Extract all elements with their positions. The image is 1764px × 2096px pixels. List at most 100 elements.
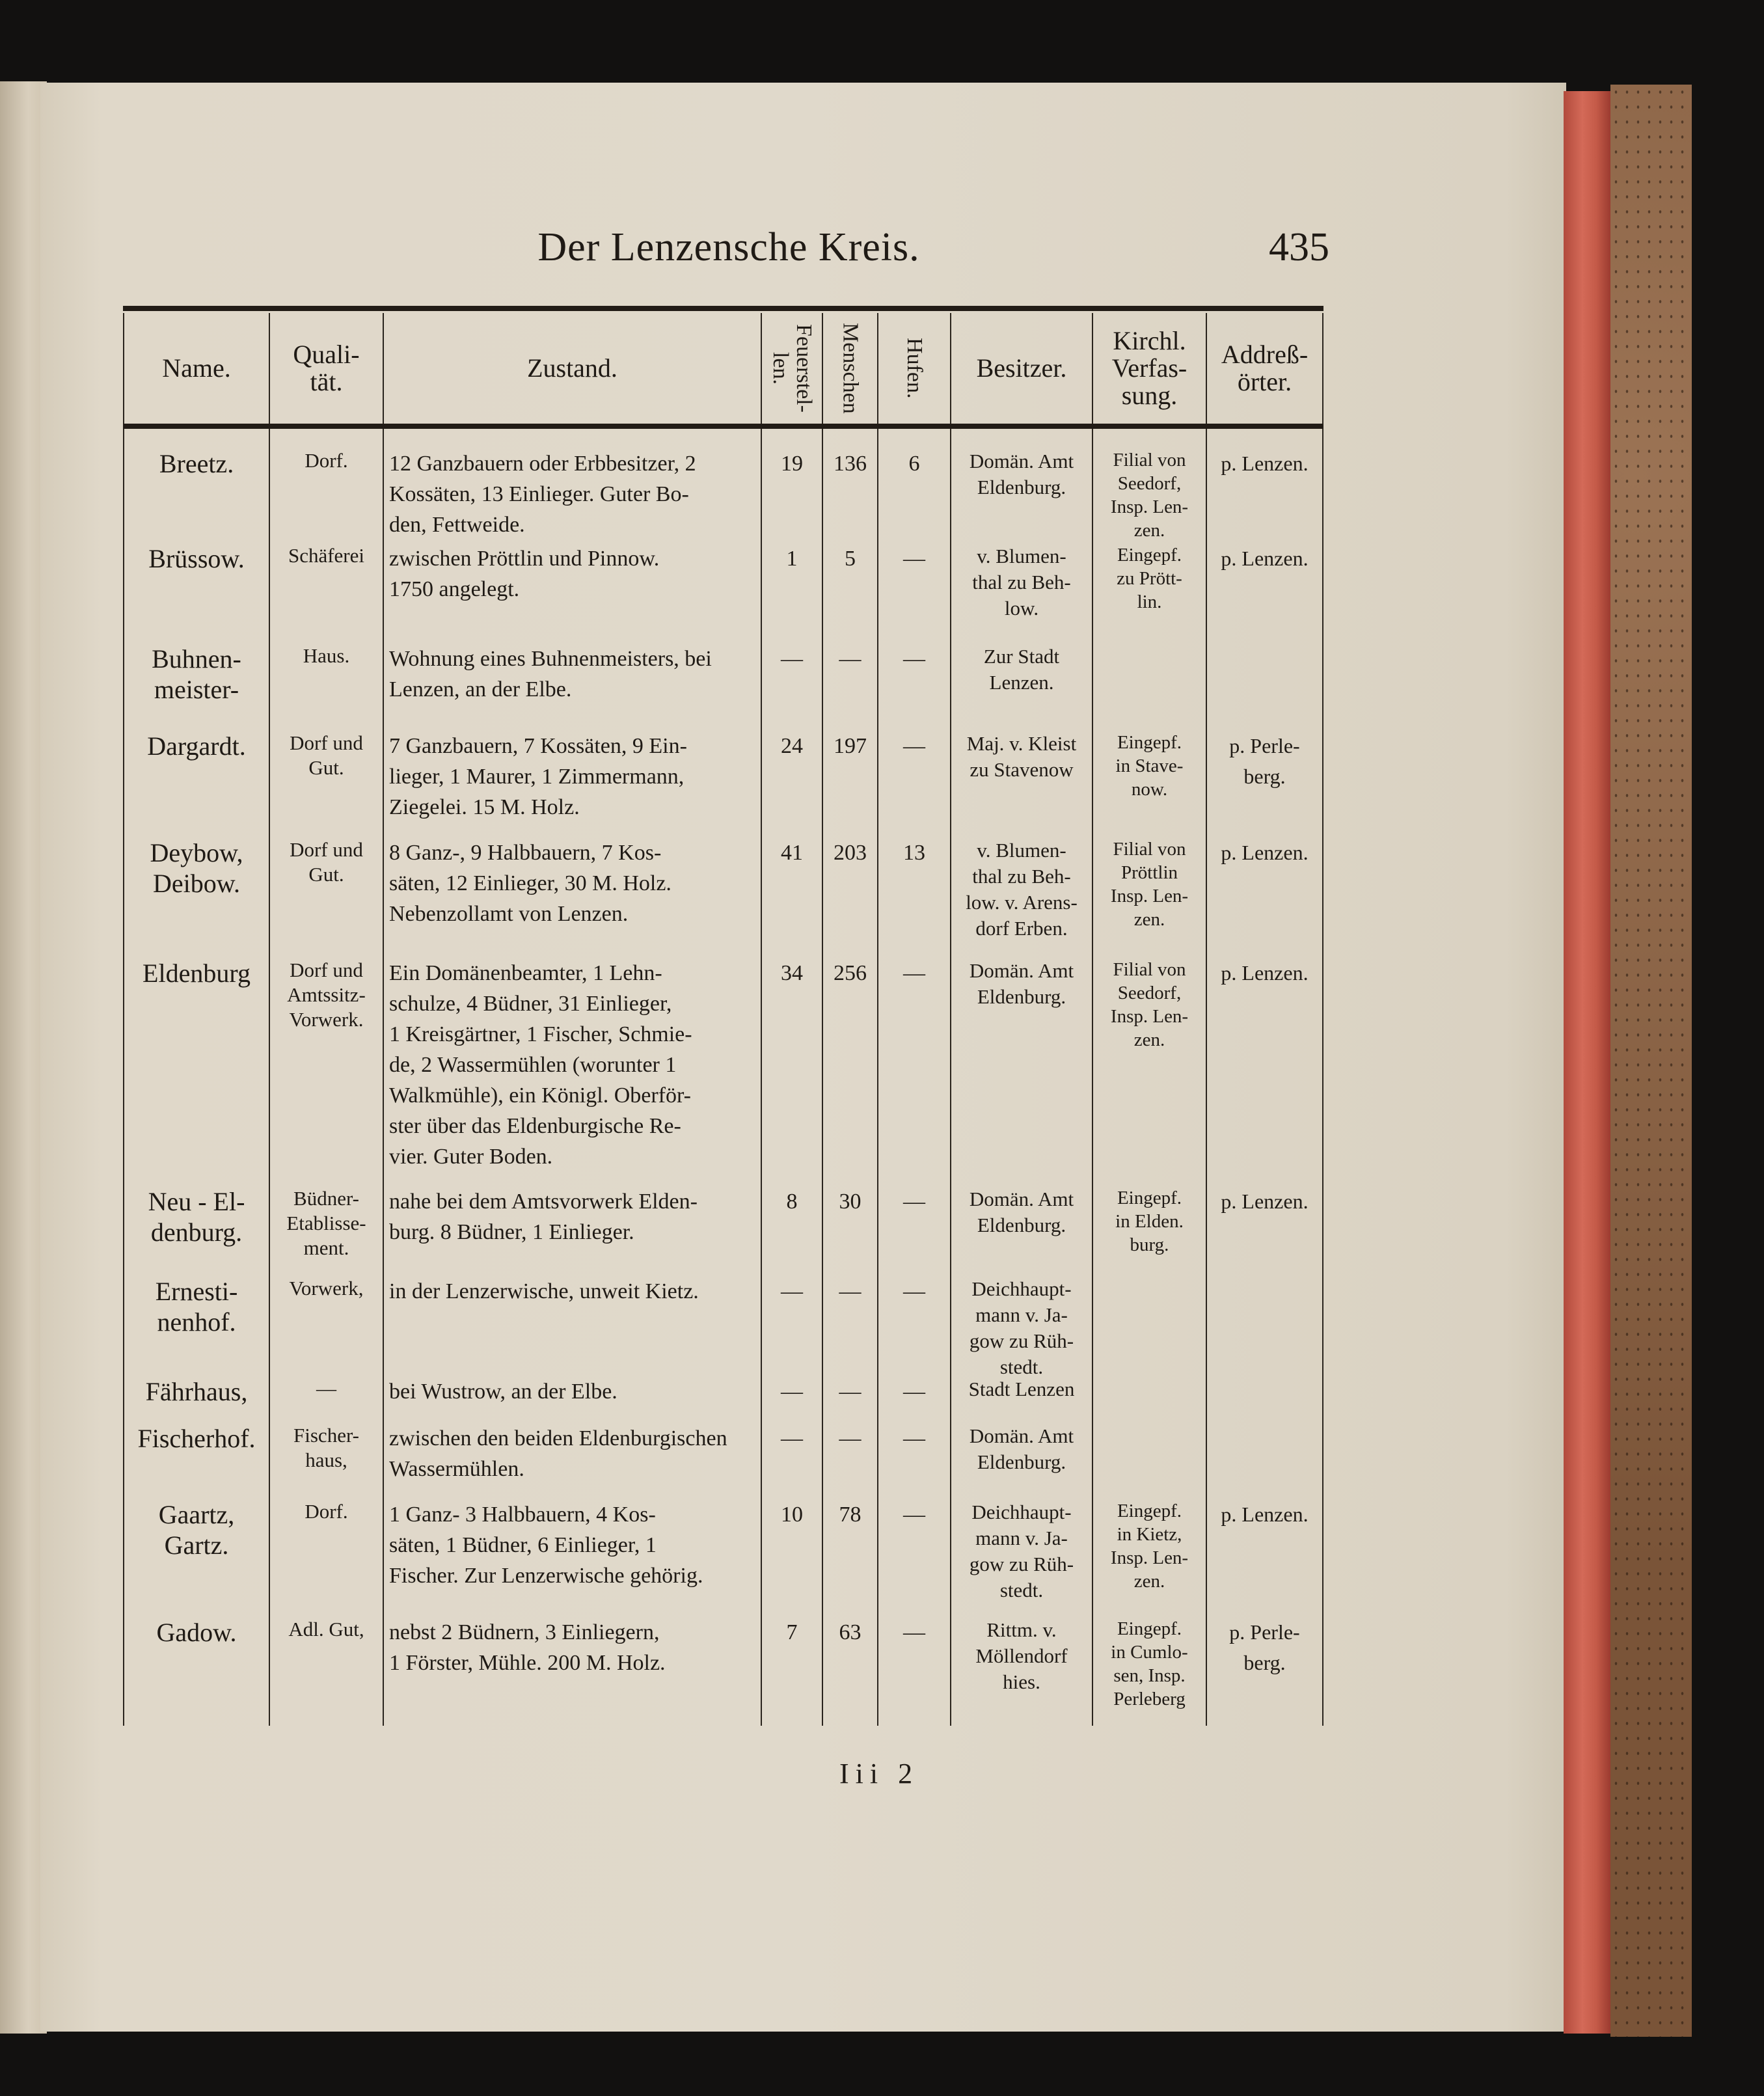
cell-name: Brüssow. — [123, 532, 270, 632]
cell-qualitaet: Büdner- Etablisse- ment. — [270, 1175, 384, 1264]
cell-name: Gadow. — [123, 1605, 270, 1726]
cell-name: Fischerhof. — [123, 1411, 270, 1488]
cell-kirchl-verfassung: Filial von Seedorf, Insp. Len- zen. — [1093, 429, 1207, 541]
cell-hufen: — — [878, 1365, 951, 1411]
cell-name: Buhnen- meister- — [123, 632, 270, 719]
book-cover-edge — [1610, 85, 1692, 2037]
cell-hufen: 13 — [878, 826, 951, 946]
cell-qualitaet: Haus. — [270, 632, 384, 719]
cell-hufen: — — [878, 1264, 951, 1365]
cell-kirchl-verfassung: Filial von Seedorf, Insp. Len- zen. — [1093, 946, 1207, 1175]
cell-menschen: 30 — [823, 1175, 878, 1264]
cell-feuerstellen: — — [762, 1411, 823, 1488]
cell-kirchl-verfassung: Eingepf. in Cumlo- sen, Insp. Perleberg — [1093, 1605, 1207, 1726]
cell-addressorter: p. Lenzen. — [1207, 1175, 1323, 1264]
cell-menschen: 5 — [823, 532, 878, 632]
table-row: Buhnen- meister- Haus. Wohnung eines Buhne… — [123, 632, 1323, 719]
cell-qualitaet: Dorf und Gut. — [270, 826, 384, 946]
cell-kirchl-verfassung: Filial von Pröttlin Insp. Len- zen. — [1093, 826, 1207, 946]
cell-addressorter — [1207, 1365, 1323, 1411]
header-qualitaet: Quali- tät. — [270, 313, 384, 424]
cell-feuerstellen: 34 — [762, 946, 823, 1175]
cell-feuerstellen: 1 — [762, 532, 823, 632]
printer-signature: Iii 2 — [839, 1758, 919, 1790]
cell-kirchl-verfassung — [1093, 1411, 1207, 1488]
cell-zustand: 12 Ganzbauern oder Erbbesitzer, 2 Kossät… — [384, 429, 762, 537]
cell-feuerstellen: 24 — [762, 719, 823, 826]
cell-menschen: 197 — [823, 719, 878, 826]
cell-zustand: 8 Ganz-, 9 Halbbauern, 7 Kos- säten, 12 … — [384, 826, 762, 946]
table-row: Brüssow. Schäferei zwischen Pröttlin und P… — [123, 532, 1323, 632]
cell-menschen: — — [823, 1264, 878, 1365]
cell-addressorter: p. Lenzen. — [1207, 1488, 1323, 1605]
cell-qualitaet: Adl. Gut, — [270, 1605, 384, 1726]
header-label: Menschen — [838, 323, 863, 414]
cell-hufen: — — [878, 946, 951, 1175]
cell-kirchl-verfassung: Eingepf. in Elden. burg. — [1093, 1175, 1207, 1264]
cell-menschen: 203 — [823, 826, 878, 946]
page-number: 435 — [1269, 225, 1329, 269]
cell-zustand: zwischen Pröttlin und Pinnow. 1750 angel… — [384, 532, 762, 632]
cell-kirchl-verfassung: Eingepf. in Stave- now. — [1093, 719, 1207, 826]
header-label: Kirchl. Verfas- sung. — [1111, 326, 1187, 410]
table-row: Breetz. Dorf. 12 Ganzbauern oder Erbbesitz… — [123, 429, 1323, 541]
cell-zustand: nahe bei dem Amtsvorwerk Elden- burg. 8 … — [384, 1175, 762, 1264]
header-label: Besitzer. — [976, 353, 1067, 383]
book-page — [40, 83, 1566, 2032]
cell-hufen: 6 — [878, 429, 951, 532]
cell-besitzer: v. Blumen- thal zu Beh- low. — [951, 532, 1093, 632]
cell-feuerstellen: 7 — [762, 1605, 823, 1726]
cell-feuerstellen: 10 — [762, 1488, 823, 1605]
cell-addressorter — [1207, 1264, 1323, 1365]
cell-feuerstellen: 41 — [762, 826, 823, 946]
table-row: Gaartz, Gartz. Dorf. 1 Ganz- 3 Halbbauern,… — [123, 1488, 1323, 1605]
cell-addressorter: p. Lenzen. — [1207, 826, 1323, 946]
header-bottom-rule — [123, 424, 1323, 429]
cell-hufen: — — [878, 1488, 951, 1605]
cell-besitzer: Maj. v. Kleist zu Stavenow — [951, 719, 1093, 826]
table-row: Fährhaus, — bei Wustrow, an der Elbe. — — — St… — [123, 1365, 1323, 1411]
cell-menschen: — — [823, 1411, 878, 1488]
cell-qualitaet: Dorf. — [270, 1488, 384, 1605]
cell-hufen: — — [878, 1605, 951, 1726]
cell-besitzer: v. Blumen- thal zu Beh- low. v. Arens- d… — [951, 826, 1093, 946]
cell-menschen: 78 — [823, 1488, 878, 1605]
cell-menschen: — — [823, 1365, 878, 1411]
cell-qualitaet: Dorf und Amtssitz- Vorwerk. — [270, 946, 384, 1175]
cell-kirchl-verfassung: Eingepf. in Kietz, Insp. Len- zen. — [1093, 1488, 1207, 1605]
cell-name: Gaartz, Gartz. — [123, 1488, 270, 1605]
cell-addressorter: p. Lenzen. — [1207, 532, 1323, 632]
header-zustand: Zustand. — [384, 313, 762, 424]
cell-feuerstellen: — — [762, 632, 823, 719]
cell-feuerstellen: 8 — [762, 1175, 823, 1264]
cell-besitzer: Domän. Amt Eldenburg. — [951, 946, 1093, 1175]
cell-name: Neu - El- denburg. — [123, 1175, 270, 1264]
header-addressorter: Addreß- örter. — [1207, 313, 1323, 424]
cell-zustand: 1 Ganz- 3 Halbbauern, 4 Kos- säten, 1 Bü… — [384, 1488, 762, 1605]
table-row: Ernesti- nenhof. Vorwerk, in der Lenzerwis… — [123, 1264, 1323, 1378]
cell-qualitaet: Dorf. — [270, 429, 384, 532]
cell-qualitaet: Schäferei — [270, 532, 384, 632]
cell-hufen: — — [878, 1411, 951, 1488]
table-row: Deybow, Deibow. Dorf und Gut. 8 Ganz-, 9 H… — [123, 826, 1323, 946]
table-row: Dargardt. Dorf und Gut. 7 Ganzbauern, 7 Ko… — [123, 719, 1323, 826]
cell-name: Eldenburg — [123, 946, 270, 1175]
cell-feuerstellen: 19 — [762, 429, 823, 532]
cell-feuerstellen: — — [762, 1264, 823, 1365]
header-label: Hufen. — [902, 338, 927, 399]
header-hufen: Hufen. — [878, 313, 951, 424]
table-top-rule — [123, 306, 1323, 311]
cell-kirchl-verfassung — [1093, 1264, 1207, 1365]
cell-addressorter — [1207, 1411, 1323, 1488]
cell-besitzer: Deichhaupt- mann v. Ja- gow zu Rüh- sted… — [951, 1488, 1093, 1605]
cell-qualitaet: Dorf und Gut. — [270, 719, 384, 826]
cell-feuerstellen: — — [762, 1365, 823, 1411]
gazetteer-table: Name. Quali- tät. Zustand. Feuerstel- len. M… — [123, 306, 1323, 1726]
cell-zustand: 7 Ganzbauern, 7 Kossäten, 9 Ein- lieger,… — [384, 719, 762, 826]
cell-besitzer: Domän. Amt Eldenburg. — [951, 1175, 1093, 1264]
cell-name: Ernesti- nenhof. — [123, 1264, 270, 1365]
cell-qualitaet: Fischer- haus, — [270, 1411, 384, 1488]
cell-name: Breetz. — [123, 429, 270, 532]
header-label: Addreß- örter. — [1221, 340, 1309, 396]
cell-besitzer: Domän. Amt Eldenburg. — [951, 1411, 1093, 1488]
